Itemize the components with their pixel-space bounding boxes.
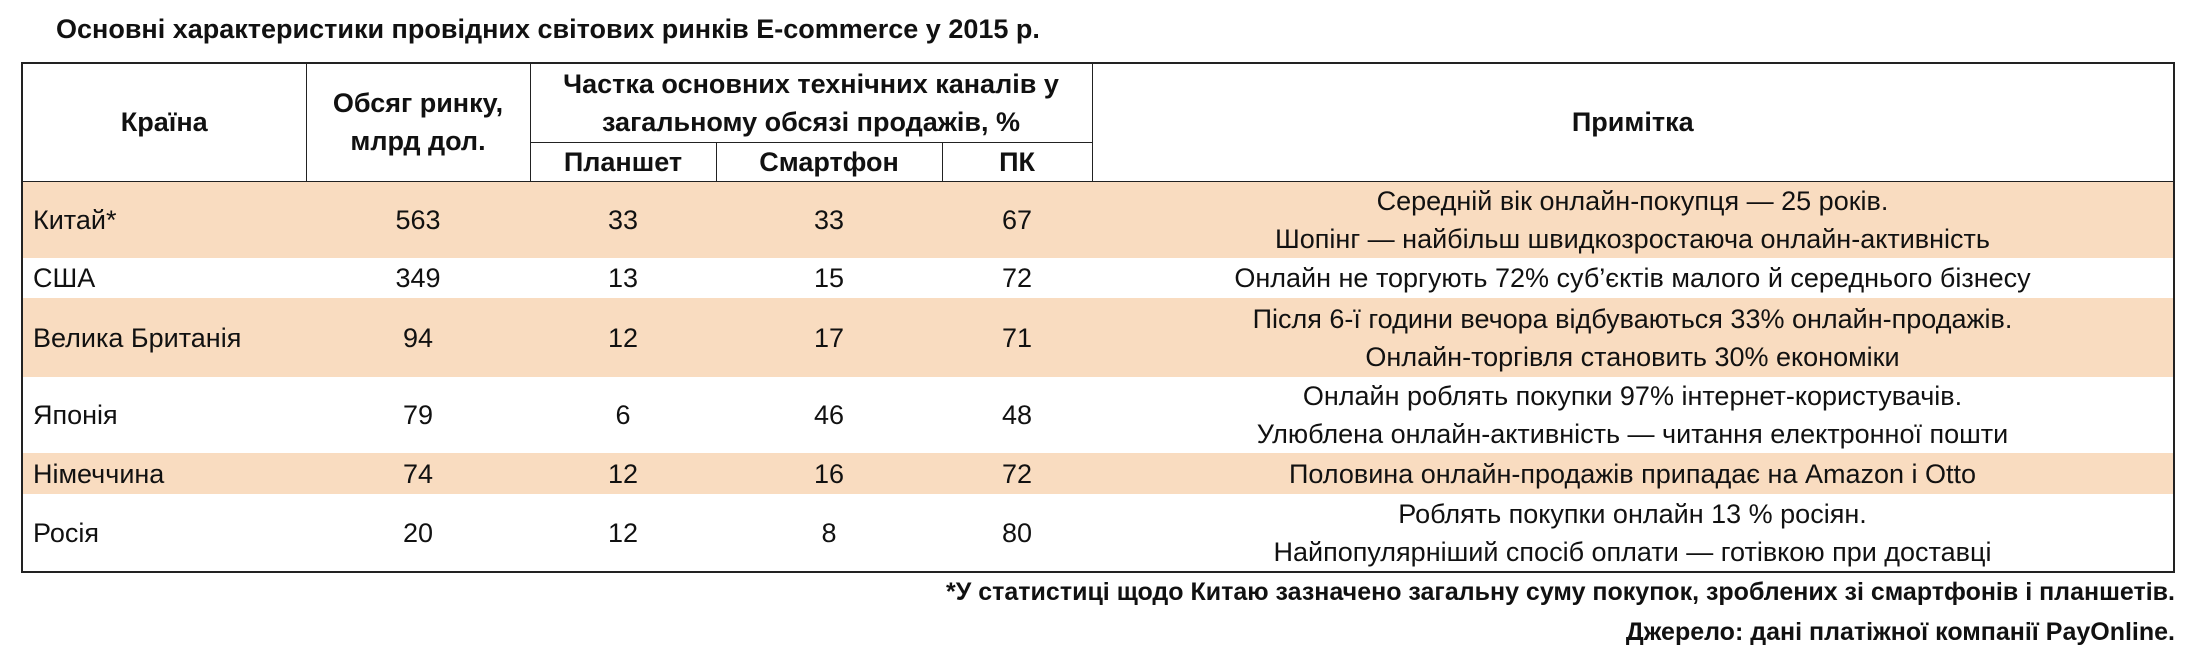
- pc-cell: 67: [942, 181, 1093, 258]
- tablet-cell: 12: [530, 453, 716, 494]
- note-cell: Роблять покупки онлайн 13 % росіян. Найпо…: [1092, 494, 2174, 572]
- table-row: Японія 79 6 46 48 Онлайн роблять покупки 97% …: [22, 377, 2174, 453]
- footnote: *У статистиці щодо Китаю зазначено загал…: [946, 578, 2175, 606]
- table-row: США 349 13 15 72 Онлайн не торгують 72% суб’є…: [22, 258, 2174, 298]
- pc-cell: 80: [1001, 517, 1033, 548]
- note-line: Улюблена онлайн-активність — читання еле…: [1256, 419, 2009, 449]
- smartphone-cell: 33: [716, 181, 942, 258]
- note-cell: Після 6-ї години вечора відбуваються 33%…: [1092, 298, 2174, 377]
- source: Джерело: дані платіжної компанії PayOnli…: [1625, 618, 2175, 646]
- pc-cell: 72: [1001, 263, 1033, 293]
- table: Країна Обсяг ринку, млрд дол. Частка осн…: [21, 62, 2175, 573]
- header-cell: Планшет: [529, 141, 717, 182]
- header-cell: Частка основних технічних каналів у зага…: [529, 62, 1093, 143]
- tablet-cell: 13: [607, 263, 639, 293]
- country-cell: Німеччина: [22, 453, 306, 494]
- header-cell: Смартфон: [715, 141, 943, 182]
- note-line: Онлайн не торгують 72% суб’єктів малого …: [1234, 263, 2031, 293]
- pc-cell: 71: [942, 298, 1093, 377]
- note-line: Онлайн-торгівля становить 30% економіки: [1365, 341, 1900, 372]
- note-line: Шопінг — найбільш швидкозростаюча онлайн…: [1275, 223, 1990, 254]
- smartphone-cell: 17: [716, 298, 942, 377]
- tablet-cell: 33: [530, 181, 716, 258]
- header-cell: Країна: [21, 62, 307, 182]
- note-line: Середній вік онлайн-покупця — 25 років.: [1376, 185, 1889, 216]
- table-row: Німеччина 74 12 16 72 Половина онлайн-продажі…: [22, 453, 2174, 494]
- tablet-cell: 6: [615, 400, 631, 430]
- smartphone-cell: 46: [813, 400, 845, 430]
- note-line: Онлайн роблять покупки 97% інтернет-кори…: [1302, 381, 1963, 411]
- table-row: Росія 20 12 8 80 Роблять покупки онлайн 13 % …: [22, 494, 2174, 572]
- smartphone-cell: 15: [813, 263, 845, 293]
- note-cell: Онлайн роблять покупки 97% інтернет-кори…: [1092, 377, 2174, 453]
- note-line: Роблять покупки онлайн 13 % росіян.: [1398, 498, 1867, 529]
- volume-cell: 349: [395, 263, 441, 293]
- country-cell: США: [33, 263, 96, 293]
- tablet-cell: 12: [530, 298, 716, 377]
- tablet-cell: 12: [607, 517, 639, 548]
- volume-cell: 74: [306, 453, 530, 494]
- table-body: Китай* 563 33 33 67 Середній вік онлайн-покуп…: [22, 181, 2174, 572]
- country-cell: Велика Британія: [22, 298, 306, 377]
- table-row: Велика Британія 94 12 17 71 Після 6-ї години …: [22, 298, 2174, 377]
- pc-cell: 48: [1001, 400, 1033, 430]
- country-cell: Китай*: [22, 181, 306, 258]
- header-cell: ПК: [941, 141, 1093, 182]
- volume-cell: 79: [402, 400, 434, 430]
- pc-cell: 72: [942, 453, 1093, 494]
- country-cell: Японія: [33, 400, 118, 430]
- volume-cell: 563: [306, 181, 530, 258]
- smartphone-cell: 16: [716, 453, 942, 494]
- title: Основні характеристики провідних світови…: [56, 14, 1040, 44]
- smartphone-cell: 8: [821, 517, 837, 548]
- note-cell: Онлайн не торгують 72% суб’єктів малого …: [1092, 258, 2174, 298]
- note-line: Після 6-ї години вечора відбуваються 33%…: [1252, 303, 2013, 334]
- volume-cell: 94: [306, 298, 530, 377]
- country-cell: Росія: [33, 517, 99, 548]
- table-row: Китай* 563 33 33 67 Середній вік онлайн-покуп…: [22, 181, 2174, 258]
- note-cell: Середній вік онлайн-покупця — 25 років. Ш…: [1092, 181, 2174, 258]
- note-line: Найпопулярніший спосіб оплати — готівкою…: [1273, 536, 1992, 567]
- header-cell: Примітка: [1091, 62, 2175, 182]
- note-line: Половина онлайн-продажів припадає на Ama…: [1288, 458, 1977, 489]
- header-cell: Обсяг ринку, млрд дол.: [305, 62, 531, 182]
- volume-cell: 20: [402, 517, 434, 548]
- note-cell: Половина онлайн-продажів припадає на Ama…: [1092, 453, 2174, 494]
